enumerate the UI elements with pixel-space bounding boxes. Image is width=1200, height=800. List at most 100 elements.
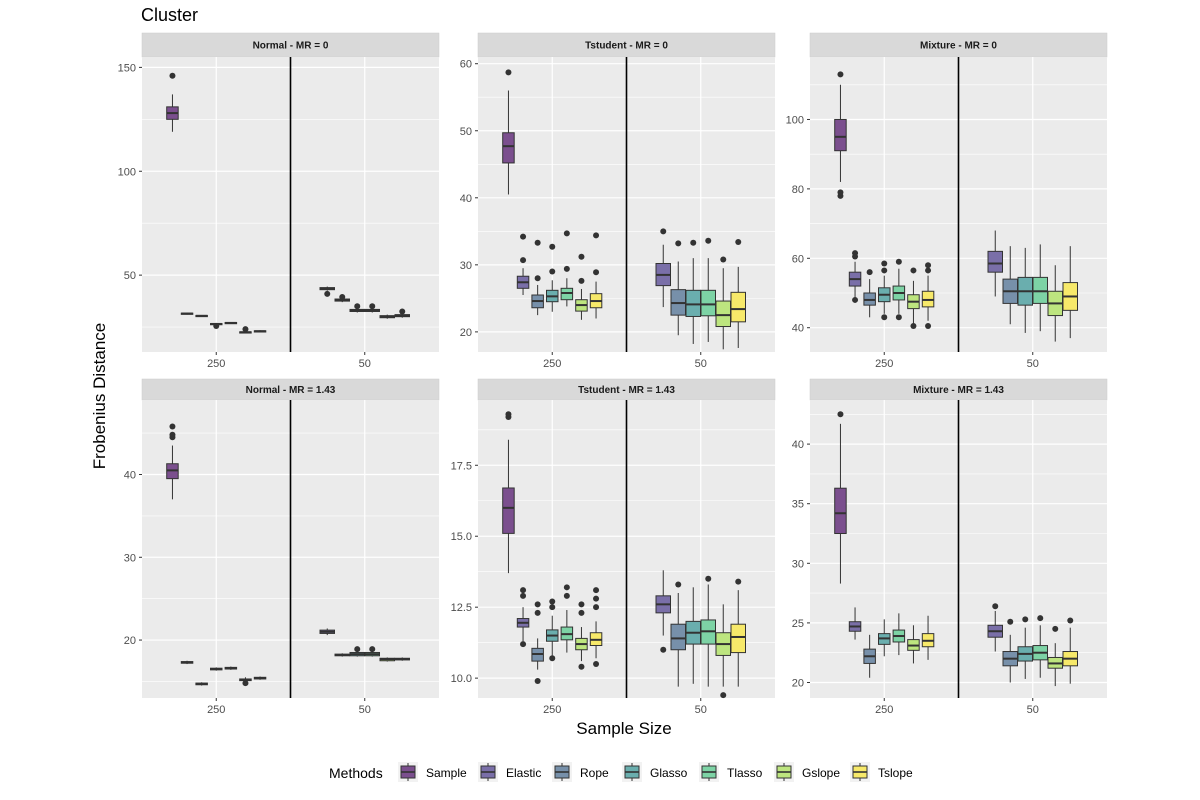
facet-strip-label: Mixture - MR = 0 (920, 41, 997, 52)
facet-strip-label: Mixture - MR = 1.43 (913, 385, 1004, 396)
outlier-point (881, 260, 888, 267)
outlier-point (675, 581, 682, 588)
box-gslope (575, 253, 588, 320)
x-tick-label: 250 (207, 704, 225, 716)
box-glasso (349, 303, 365, 313)
outlier-point (593, 660, 600, 667)
legend-item-rope: Rope (552, 762, 609, 782)
outlier-point (369, 646, 376, 653)
box-glasso (878, 260, 891, 321)
box-rope (531, 601, 544, 684)
outlier-point (505, 411, 512, 418)
outlier-point (1007, 618, 1014, 625)
outlier-point (520, 592, 527, 599)
iqr-box (502, 132, 515, 164)
box-rope (195, 314, 208, 318)
outlier-point (837, 189, 844, 196)
y-tick-label: 30 (124, 552, 136, 564)
outlier-point (169, 423, 176, 430)
box-tslope (1062, 617, 1078, 684)
facet-panel: Normal - MR = 1.43 20 30 40 250 50 (124, 378, 440, 716)
outlier-point (563, 592, 570, 599)
outlier-point (910, 322, 917, 329)
box-tslope (589, 587, 603, 667)
y-tick-label: 40 (792, 439, 804, 451)
outlier-point (354, 646, 361, 653)
outlier-point (534, 239, 541, 246)
outlier-point (735, 578, 742, 585)
box-gslope (1047, 265, 1063, 342)
facet-strip (809, 32, 1108, 58)
outlier-point (837, 411, 844, 418)
y-tick-label: 50 (460, 126, 472, 138)
y-tick-label: 25 (792, 618, 804, 630)
box-tslope (1062, 246, 1078, 339)
legend: Methods Sample Elastic Rope Glasso Tlasso Gsl… (329, 762, 913, 782)
outlier-point (895, 258, 902, 265)
outlier-point (369, 303, 376, 310)
facet-strip (141, 32, 440, 58)
outlier-point (690, 239, 697, 246)
outlier-point (534, 275, 541, 282)
outlier-point (563, 584, 570, 591)
outlier-point (705, 575, 712, 582)
outlier-point (505, 69, 512, 76)
outlier-point (339, 293, 346, 300)
box-tslope (921, 615, 935, 660)
box-tlasso (892, 613, 906, 656)
iqr-box (670, 623, 686, 651)
box-rope (863, 634, 876, 678)
outlier-point (593, 604, 600, 611)
box-sample (834, 411, 847, 584)
outlier-point (520, 257, 527, 264)
outlier-point (720, 256, 727, 263)
y-tick-label: 150 (118, 62, 136, 74)
box-gslope (715, 256, 731, 350)
x-tick-label: 250 (875, 358, 893, 370)
box-tlasso (700, 237, 716, 342)
box-glasso (685, 239, 701, 344)
outlier-point (534, 601, 541, 608)
y-tick-label: 20 (124, 635, 136, 647)
box-tslope (394, 308, 410, 318)
box-elastic (180, 312, 194, 315)
outlier-point (852, 250, 859, 257)
y-tick-label: 17.5 (451, 460, 472, 472)
outlier-point (866, 269, 873, 276)
outlier-point (720, 692, 727, 699)
box-tslope (589, 232, 603, 319)
box-elastic (319, 286, 335, 297)
box-gslope (239, 677, 252, 687)
outlier-point (354, 303, 361, 310)
box-tlasso (224, 321, 238, 325)
outlier-point (837, 71, 844, 78)
x-axis-title: Sample Size (576, 719, 671, 738)
iqr-box (560, 287, 574, 301)
outlier-point (925, 267, 932, 274)
outlier-point (593, 587, 600, 594)
outlier-point (169, 431, 176, 438)
x-tick-label: 50 (1027, 358, 1039, 370)
box-sample (502, 69, 515, 195)
facet-strip (477, 32, 776, 58)
iqr-box (685, 289, 701, 317)
legend-item-tlasso: Tlasso (699, 762, 763, 782)
outlier-point (1022, 616, 1029, 623)
outlier-point (324, 290, 331, 297)
box-rope (195, 682, 208, 686)
outlier-point (660, 228, 667, 235)
iqr-box (730, 291, 746, 323)
outlier-point (925, 322, 932, 329)
y-axis-title: Frobenius Distance (90, 323, 109, 469)
outlier-point (549, 655, 556, 662)
legend-label: Tslope (878, 766, 913, 780)
y-tick-label: 35 (792, 499, 804, 511)
outlier-point (1037, 615, 1044, 622)
box-sample (834, 71, 847, 199)
y-tick-label: 20 (460, 327, 472, 339)
legend-label: Tlasso (727, 766, 763, 780)
box-glasso (546, 243, 559, 312)
outlier-point (549, 243, 556, 250)
iqr-box (987, 250, 1003, 273)
